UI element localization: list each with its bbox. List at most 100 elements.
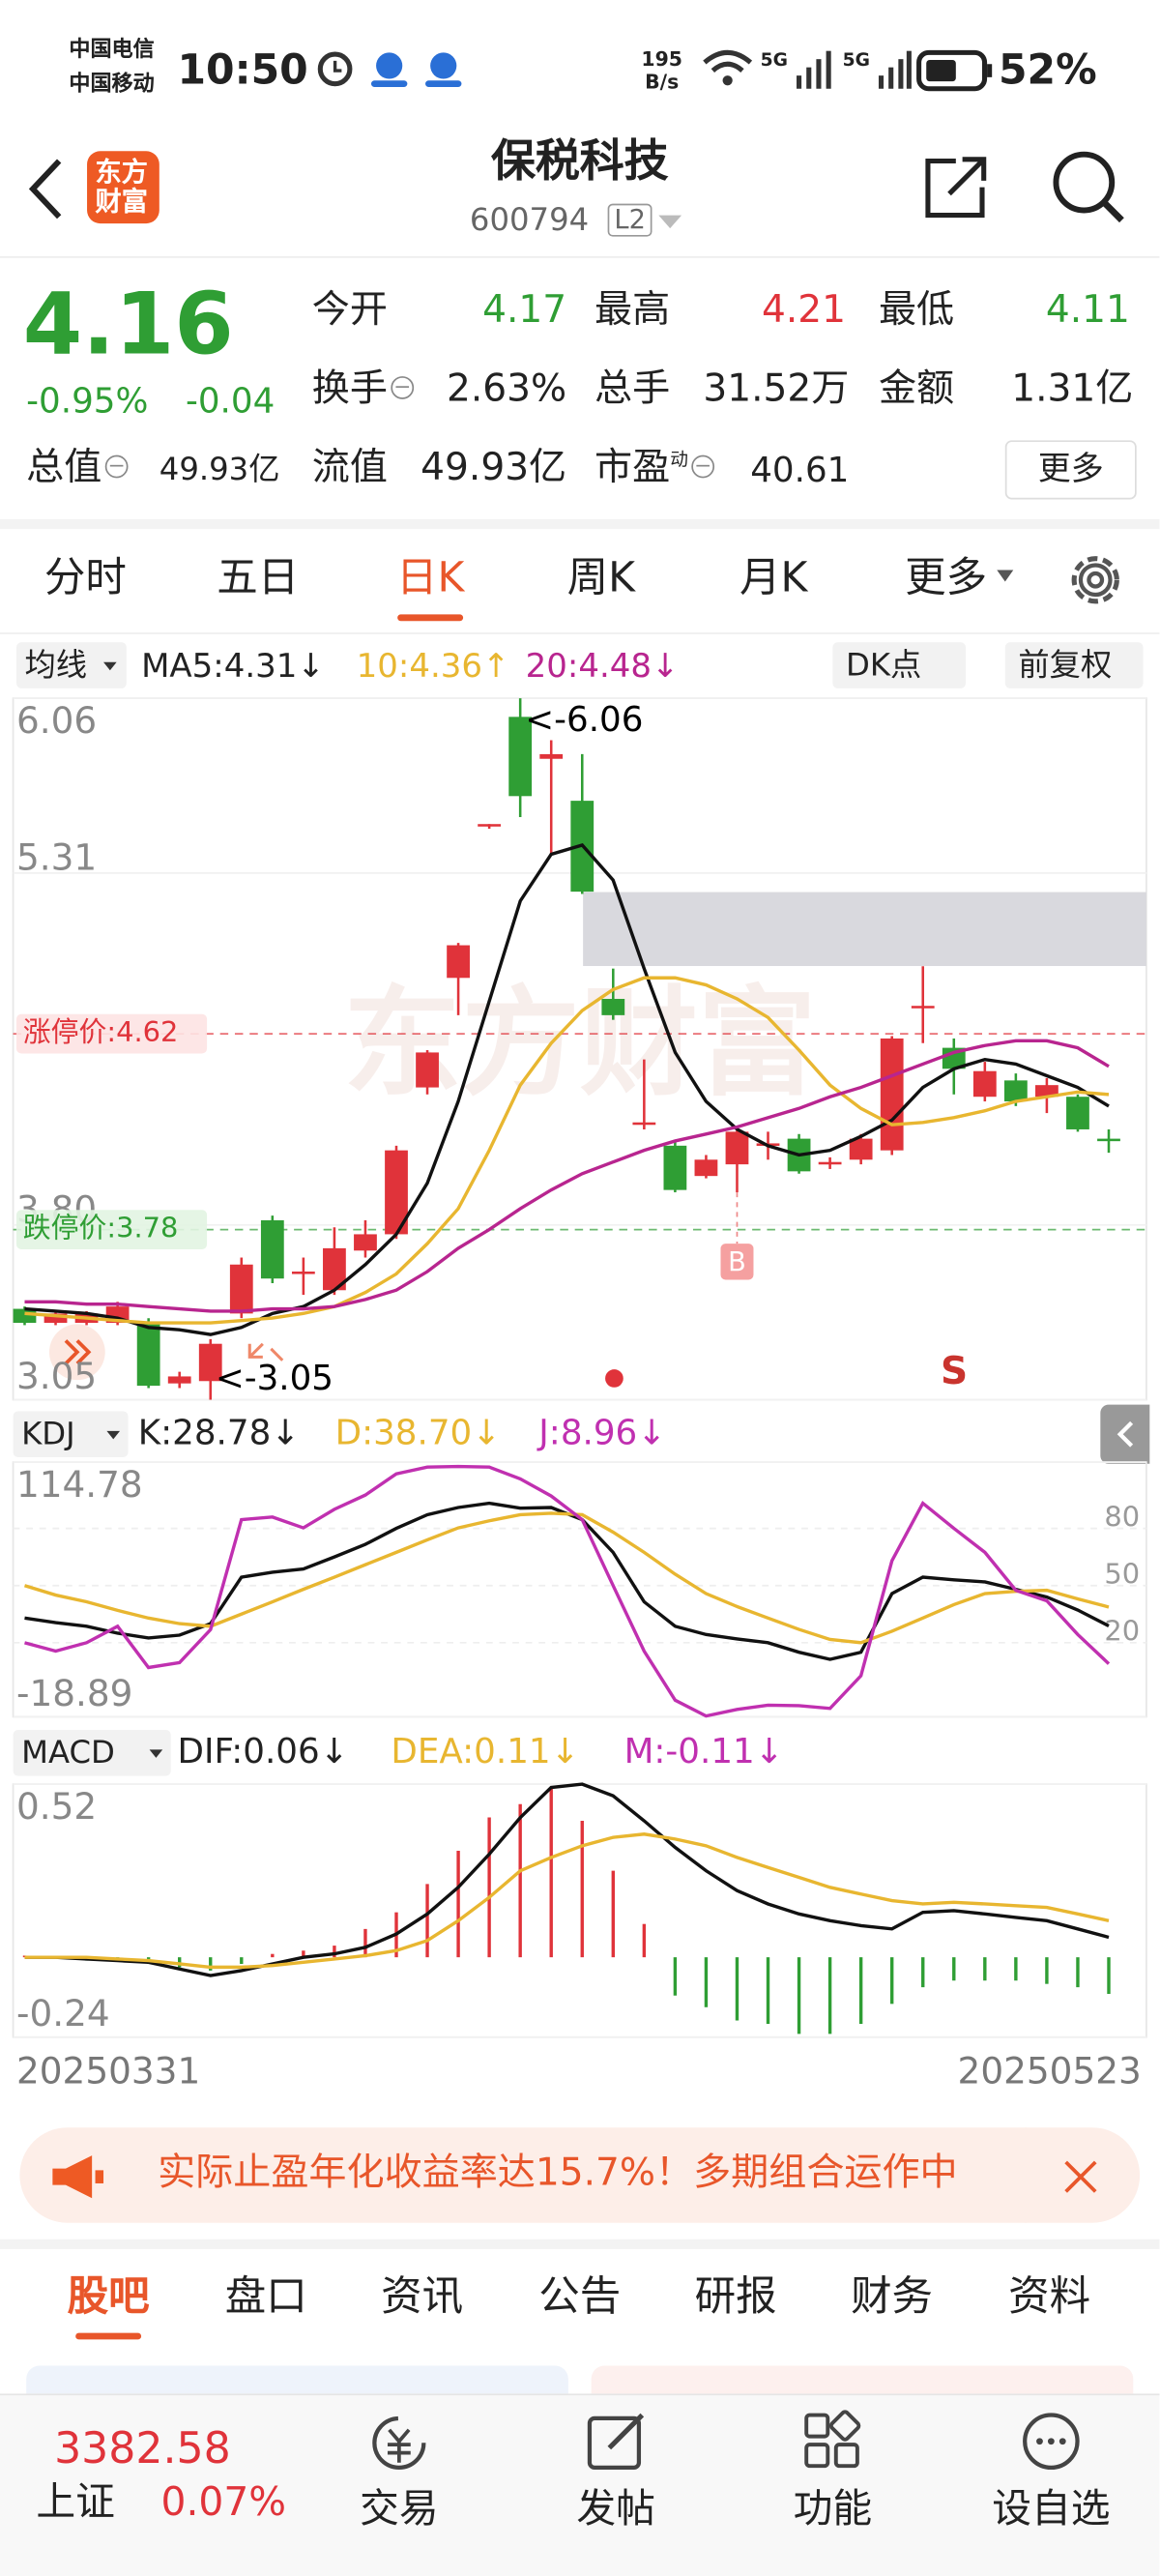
logo-text: 财富 — [95, 185, 148, 218]
settings-button[interactable] — [1064, 548, 1127, 611]
field-label: 总手 — [594, 367, 671, 411]
start-date: 20250331 — [15, 2052, 201, 2093]
field-value: 49.93亿 — [420, 447, 567, 490]
collapse-button[interactable] — [1100, 1404, 1150, 1464]
megaphone-icon — [52, 2155, 104, 2199]
index-name[interactable]: 上证 — [36, 2478, 115, 2526]
dk-button[interactable]: DK点 — [832, 642, 967, 688]
nav-item[interactable]: 设自选 — [992, 2485, 1111, 2532]
candle-body — [663, 1145, 687, 1190]
tab[interactable]: 更多 — [905, 553, 988, 601]
tab[interactable]: 月K — [740, 553, 808, 601]
tab-underline — [75, 2332, 142, 2340]
logo-text: 东方 — [95, 156, 148, 188]
spacer — [1025, 2127, 1027, 2223]
buy-marker: B — [728, 1247, 746, 1277]
candle-body — [972, 1070, 997, 1098]
tab[interactable]: 资料 — [1008, 2271, 1091, 2320]
function-icon — [804, 2410, 861, 2469]
y-tick-label: 5.31 — [16, 836, 97, 879]
field-value: 4.21 — [761, 289, 846, 333]
nav-item[interactable]: 交易 — [360, 2485, 439, 2532]
expand-icon — [64, 1339, 92, 1365]
tab-active[interactable]: 股吧 — [67, 2271, 150, 2320]
tab[interactable]: 资讯 — [381, 2271, 464, 2320]
clock: 10:50 — [177, 45, 308, 94]
field-label: 换手 — [312, 370, 415, 409]
watermark: 东方财富 — [343, 974, 816, 1112]
price: 4.16 — [22, 276, 234, 375]
candle-body — [880, 1038, 904, 1151]
adjust-button[interactable]: 前复权 — [1004, 642, 1144, 688]
candle-body — [911, 1006, 935, 1009]
sell-marker: S — [941, 1350, 968, 1393]
search-button[interactable] — [1048, 148, 1130, 227]
right-tick-label: 20 — [1104, 1615, 1140, 1648]
end-date: 20250523 — [957, 2052, 1142, 2093]
trade-icon — [372, 2415, 426, 2471]
divider — [0, 256, 1160, 258]
tab[interactable]: 周K — [566, 553, 636, 601]
macd-selector[interactable]: MACD — [13, 1730, 171, 1776]
index-value[interactable]: 3382.58 — [54, 2424, 231, 2474]
share-button[interactable] — [919, 151, 992, 223]
ad-text: 实际止盈年化收益率达15.7%！多期组合运作中 — [158, 2152, 958, 2195]
more-button[interactable]: 更多 — [1004, 440, 1137, 500]
event-dot[interactable] — [605, 1369, 624, 1388]
ad-banner[interactable]: 实际止盈年化收益率达15.7%！多期组合运作中 — [19, 2127, 1141, 2223]
tab[interactable]: 分时 — [44, 553, 127, 601]
nav-item[interactable]: 功能 — [793, 2485, 873, 2532]
tab[interactable]: 盘口 — [224, 2271, 307, 2320]
app-logo[interactable]: 东方 财富 — [87, 151, 160, 224]
battery-icon — [916, 49, 993, 92]
index-change[interactable]: 0.07% — [160, 2478, 287, 2526]
carrier: 中国移动 — [69, 72, 155, 98]
limit-down-badge — [15, 1210, 208, 1249]
close-button[interactable] — [1061, 2157, 1101, 2197]
candle-body — [354, 1234, 377, 1251]
dea-label: DEA:0.11↓ — [391, 1731, 580, 1771]
ma-selector[interactable]: 均线 — [15, 642, 127, 688]
status-icons — [317, 51, 462, 88]
info-icon — [391, 375, 415, 399]
back-button[interactable] — [23, 156, 72, 221]
candle-body — [385, 1150, 408, 1235]
dk-zone — [583, 892, 1146, 967]
field-label: 流值 — [311, 447, 388, 490]
ma-selector-label: 均线 — [24, 647, 88, 684]
candle-body — [447, 945, 470, 979]
tab[interactable]: 公告 — [538, 2271, 622, 2320]
battery-level: 52% — [998, 45, 1097, 94]
candle-body — [44, 1313, 68, 1324]
nav-item[interactable]: 发帖 — [576, 2485, 655, 2532]
y-tick-label: 6.06 — [16, 699, 97, 742]
dropdown-arrow — [106, 1430, 121, 1440]
m-label: M:-0.11↓ — [624, 1731, 784, 1771]
panel-frame — [12, 1783, 1147, 2038]
candle-body — [1097, 1138, 1120, 1142]
y-tick-label: -0.24 — [16, 1992, 110, 2034]
tab-underline — [397, 614, 464, 622]
high-label: <-6.06 — [525, 700, 643, 740]
limit-up-label: 涨停价:4.62 — [23, 1015, 179, 1048]
candle-body — [323, 1247, 346, 1291]
line-j — [24, 1464, 1111, 1718]
y-tick-label: 0.52 — [16, 1785, 97, 1828]
tab[interactable]: 研报 — [694, 2271, 777, 2320]
line-k — [24, 1501, 1110, 1661]
level-badge[interactable]: L2 — [607, 203, 652, 237]
candle-body — [1003, 1080, 1028, 1102]
tab-active[interactable]: 日K — [395, 553, 465, 601]
change: -0.04 — [185, 381, 276, 421]
tab[interactable]: 财务 — [851, 2271, 934, 2320]
tab[interactable]: 五日 — [217, 553, 300, 601]
kdj-selector-label: KDJ — [21, 1416, 75, 1452]
zoom-icon — [247, 1342, 284, 1361]
kdj-selector[interactable]: KDJ — [13, 1411, 129, 1458]
ma5-label: MA5:4.31↓ — [141, 645, 325, 686]
macd-selector-label: MACD — [21, 1735, 115, 1771]
bottom-nav: 3382.58 上证 0.07% 交易 发帖 功能 设自选 — [0, 2393, 1160, 2576]
field-value: 40.61 — [750, 450, 850, 490]
info-icon — [104, 454, 129, 478]
